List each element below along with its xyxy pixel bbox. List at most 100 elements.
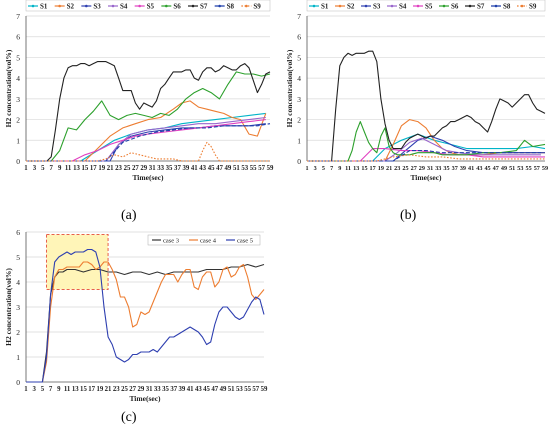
x-tick-label: 5 <box>41 165 45 172</box>
x-tick-label: 29 <box>137 386 144 393</box>
x-tick-label: 7 <box>330 165 333 172</box>
legend-marker <box>416 4 420 8</box>
legend-label: S1 <box>40 3 48 11</box>
legend-label: S9 <box>529 3 537 11</box>
x-tick-label: 35 <box>166 165 173 172</box>
legend-box <box>306 0 546 12</box>
x-tick-label: 53 <box>236 386 243 393</box>
x-tick-label: 57 <box>534 165 540 172</box>
x-tick-label: 9 <box>338 165 341 172</box>
legend-label: case 4 <box>200 238 217 245</box>
series-line-s9 <box>26 141 270 162</box>
x-tick-label: 17 <box>88 386 95 393</box>
y-tick-label: 3 <box>297 95 301 104</box>
legend-label: S1 <box>321 3 329 11</box>
y-tick-label: 0 <box>16 378 20 387</box>
y-tick-label: 2 <box>16 116 20 125</box>
x-tick-label: 23 <box>113 386 120 393</box>
legend-marker <box>58 4 61 8</box>
legend-label: S4 <box>120 3 128 11</box>
x-tick-label: 21 <box>105 386 112 393</box>
legend-label: case 5 <box>237 238 253 245</box>
x-tick-label: 41 <box>468 165 474 172</box>
legend-marker <box>520 4 524 8</box>
series-line-s5 <box>307 148 545 162</box>
x-tick-label: 3 <box>33 386 37 393</box>
legend-marker <box>338 4 342 8</box>
x-tick-label: 49 <box>225 165 232 172</box>
x-tick-label: 39 <box>179 386 186 393</box>
series-line-case-4 <box>26 261 265 383</box>
legend-marker <box>245 4 248 8</box>
x-tick-label: 57 <box>252 386 259 393</box>
legend-marker <box>494 4 498 8</box>
x-tick-label: 41 <box>191 165 198 172</box>
series-line-s5 <box>26 119 266 162</box>
legend-label: S8 <box>227 3 235 11</box>
x-tick-label: 53 <box>241 165 248 172</box>
x-tick-label: 27 <box>411 165 417 172</box>
legend-box <box>147 234 261 246</box>
x-tick-label: 19 <box>96 386 103 393</box>
x-tick-label: 27 <box>129 386 136 393</box>
legend-label: S3 <box>373 3 381 11</box>
x-tick-label: 19 <box>378 165 384 172</box>
x-tick-label: 25 <box>121 386 128 393</box>
legend-marker <box>31 4 35 8</box>
x-tick-label: 1 <box>24 165 28 172</box>
y-tick-label: 4 <box>297 74 301 83</box>
x-tick-label: 21 <box>386 165 392 172</box>
x-tick-label: 5 <box>322 165 325 172</box>
legend-label: case 3 <box>163 238 179 245</box>
x-tick-label: 11 <box>345 165 351 172</box>
x-tick-label: 43 <box>195 386 202 393</box>
y-tick-label: 2 <box>297 116 301 125</box>
series-line-case-3 <box>26 263 265 383</box>
x-axis-title: Time(sec) <box>129 394 161 403</box>
legend-label: S9 <box>253 3 261 11</box>
legend-label: S5 <box>425 3 433 11</box>
legend-label: S2 <box>67 3 75 11</box>
x-tick-label: 39 <box>460 165 466 172</box>
panel-label-a: (a) <box>121 208 137 223</box>
x-tick-label: 49 <box>220 386 227 393</box>
series-line-s8 <box>26 123 271 162</box>
highlight-box <box>46 234 109 290</box>
x-tick-label: 45 <box>208 165 215 172</box>
x-tick-label: 15 <box>80 386 87 393</box>
legend-marker <box>442 4 446 8</box>
x-tick-label: 23 <box>115 165 122 172</box>
series-line-s4 <box>307 137 541 162</box>
x-tick-label: 25 <box>124 165 131 172</box>
x-tick-label: 37 <box>170 386 177 393</box>
y-tick-label: 0 <box>16 157 20 166</box>
series-line-s7 <box>26 61 271 162</box>
y-tick-label: 0 <box>297 157 301 166</box>
legend-marker <box>191 4 195 8</box>
x-tick-label: 11 <box>65 165 72 172</box>
x-tick-label: 1 <box>305 165 308 172</box>
x-tick-label: 9 <box>57 386 61 393</box>
x-tick-label: 51 <box>509 165 515 172</box>
legend-label: S4 <box>399 3 407 11</box>
x-tick-label: 35 <box>443 165 449 172</box>
x-tick-label: 7 <box>50 165 54 172</box>
x-tick-label: 43 <box>199 165 206 172</box>
x-tick-label: 33 <box>154 386 161 393</box>
x-tick-label: 23 <box>394 165 400 172</box>
x-tick-label: 47 <box>216 165 223 172</box>
series-line-s4 <box>26 116 266 162</box>
x-tick-label: 1 <box>24 386 28 393</box>
x-tick-label: 45 <box>484 165 490 172</box>
x-tick-label: 29 <box>419 165 425 172</box>
y-tick-label: 3 <box>16 303 20 312</box>
series-line-s6 <box>26 71 271 162</box>
series-line-s3 <box>26 123 266 162</box>
x-tick-label: 45 <box>203 386 210 393</box>
x-tick-label: 27 <box>132 165 139 172</box>
x-tick-label: 21 <box>107 165 114 172</box>
x-tick-label: 49 <box>501 165 507 172</box>
x-tick-label: 47 <box>493 165 499 172</box>
